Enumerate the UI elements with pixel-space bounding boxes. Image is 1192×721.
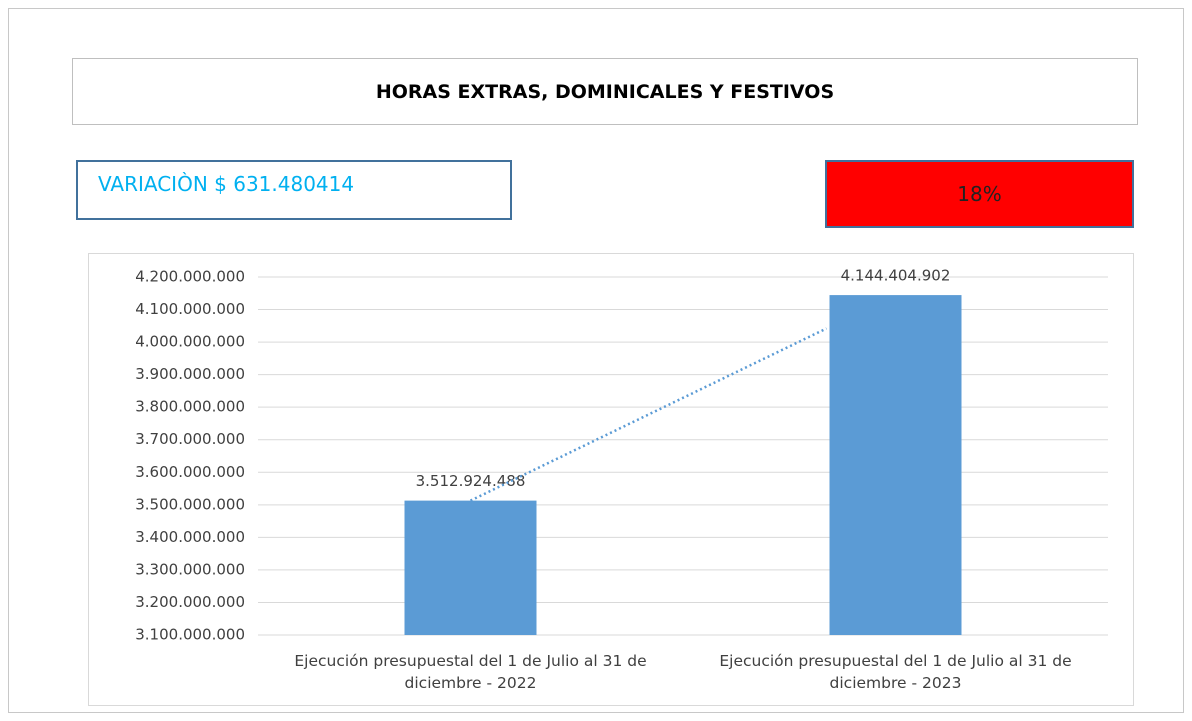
bar xyxy=(404,500,537,635)
frame xyxy=(8,8,1184,713)
title: HORAS EXTRAS, DOMINICALES Y FESTIVOS xyxy=(72,58,1138,125)
y-tick-label: 4.000.000.000 xyxy=(135,333,245,351)
y-tick-label: 4.100.000.000 xyxy=(135,300,245,318)
y-tick-label: 3.800.000.000 xyxy=(135,398,245,416)
bar xyxy=(829,295,962,635)
y-tick-label: 3.400.000.000 xyxy=(135,528,245,546)
x-tick-label: Ejecución presupuestal del 1 de Julio al… xyxy=(294,652,647,692)
y-tick-label: 3.700.000.000 xyxy=(135,430,245,448)
trendline xyxy=(469,327,828,502)
x-tick-label: Ejecución presupuestal del 1 de Julio al… xyxy=(719,652,1072,692)
y-tick-label: 3.500.000.000 xyxy=(135,495,245,513)
percent-badge: 18% xyxy=(825,160,1134,228)
y-tick-label: 3.600.000.000 xyxy=(135,463,245,481)
y-tick-label: 3.100.000.000 xyxy=(135,626,245,644)
y-tick-label: 4.200.000.000 xyxy=(135,268,245,286)
y-tick-label: 3.900.000.000 xyxy=(135,365,245,383)
y-tick-label: 3.300.000.000 xyxy=(135,560,245,578)
value-label: 3.512.924.488 xyxy=(416,472,526,490)
value-label: 4.144.404.902 xyxy=(841,267,951,285)
y-tick-label: 3.200.000.000 xyxy=(135,593,245,611)
variation: VARIACIÒN $ 631.480414 xyxy=(76,160,512,220)
chart-area xyxy=(88,253,1134,706)
